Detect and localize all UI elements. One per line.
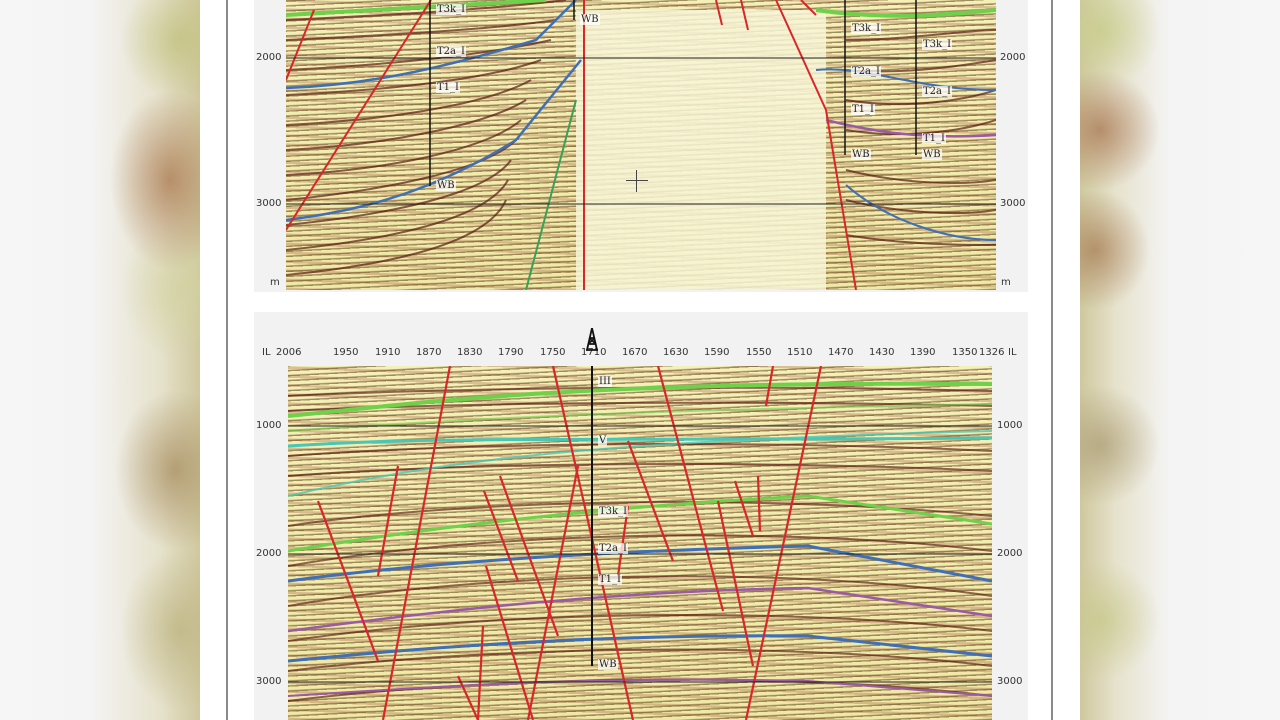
top-well4-marker-wb: WB: [922, 149, 942, 160]
bottom-depth-left-2000: 2000: [256, 548, 282, 559]
bottom-depth-right-3000: 3000: [997, 676, 1023, 687]
top-depth-unit-right: m: [1001, 277, 1011, 288]
inline-tick-label: 1550: [746, 347, 772, 358]
inline-tick-label: 1630: [663, 347, 689, 358]
bottom-inline-prefix-left: IL: [262, 347, 271, 358]
inline-tick-label: 1670: [622, 347, 648, 358]
inline-tick-label: 1390: [910, 347, 936, 358]
top-well2-marker-wb: WB: [580, 14, 600, 25]
top-seismic-section: [286, 0, 996, 290]
oil-well-derrick-icon: [586, 328, 598, 351]
top-well4-marker-t3k: T3k_I: [922, 39, 953, 50]
bottom-seismic-overlay: [288, 366, 992, 720]
inline-tick-label: 1590: [704, 347, 730, 358]
top-depth-unit-left: m: [270, 277, 280, 288]
bottom-depth-left-3000: 3000: [256, 676, 282, 687]
top-well3-marker-t3k: T3k_I: [851, 23, 882, 34]
top-well1-marker-t1: T1_I: [436, 82, 460, 93]
bottom-well-marker-iii: III: [598, 376, 612, 387]
top-well3-marker-t1: T1_I: [851, 104, 875, 115]
inline-tick-label: 1830: [457, 347, 483, 358]
top-seismic-overlay: [286, 0, 996, 290]
inline-tick-label: 1710: [581, 347, 607, 358]
inline-tick-label: 1950: [333, 347, 359, 358]
inline-tick-label: 1326: [979, 347, 1005, 358]
bottom-inline-prefix-right: IL: [1008, 347, 1017, 358]
bottom-well-marker-t1: T1_I: [598, 574, 622, 585]
bottom-well-marker-t2a: T2a_I: [598, 543, 628, 554]
top-well3-marker-t2a: T2a_I: [851, 66, 881, 77]
page-border-left: [226, 0, 228, 720]
inline-tick-label: 1790: [498, 347, 524, 358]
inline-tick-label: 1910: [375, 347, 401, 358]
bottom-depth-left-1000: 1000: [256, 420, 282, 431]
top-well1-marker-wb: WB: [436, 180, 456, 191]
inline-tick-label: 2006: [276, 347, 302, 358]
inline-tick-label: 1470: [828, 347, 854, 358]
inline-tick-label: 1350: [952, 347, 978, 358]
bottom-depth-right-2000: 2000: [997, 548, 1023, 559]
inline-tick-label: 1750: [540, 347, 566, 358]
crosshair-cursor: [626, 170, 648, 192]
top-depth-right-2000: 2000: [1000, 52, 1026, 63]
blurred-background-left: [0, 0, 200, 720]
inline-tick-label: 1870: [416, 347, 442, 358]
top-well4-marker-t1: T1_I: [922, 133, 946, 144]
bottom-depth-right-1000: 1000: [997, 420, 1023, 431]
top-depth-left-3000: 3000: [256, 198, 282, 209]
bottom-well-marker-wb: WB: [598, 659, 618, 670]
top-depth-left-2000: 2000: [256, 52, 282, 63]
top-well4-marker-t2a: T2a_I: [922, 86, 952, 97]
bottom-well-marker-v: V: [598, 435, 608, 446]
blurred-background-right: [1080, 0, 1280, 720]
bottom-well-marker-t3k: T3k_I: [598, 506, 629, 517]
bottom-seismic-section: [288, 366, 992, 720]
top-well1-marker-t3k: T3k_I: [436, 4, 467, 15]
inline-tick-label: 1510: [787, 347, 813, 358]
top-depth-right-3000: 3000: [1000, 198, 1026, 209]
top-well3-marker-wb: WB: [851, 149, 871, 160]
top-well1-marker-t2a: T2a_I: [436, 46, 466, 57]
inline-tick-label: 1430: [869, 347, 895, 358]
page-border-right: [1051, 0, 1053, 720]
